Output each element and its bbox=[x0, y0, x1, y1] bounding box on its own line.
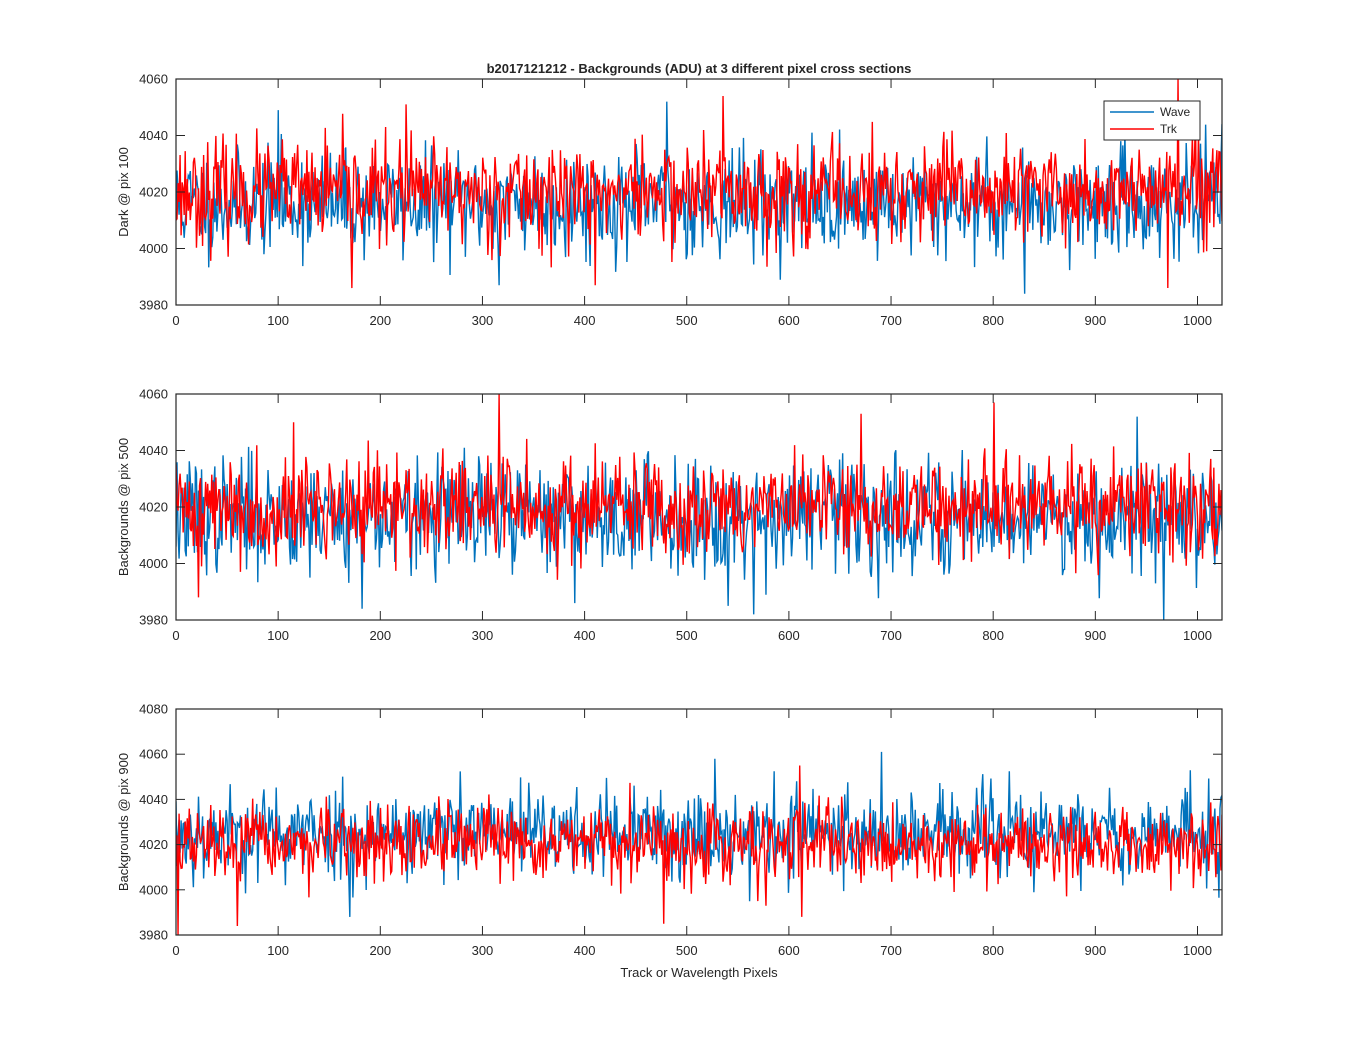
x-tick-label: 200 bbox=[369, 628, 391, 643]
x-tick-label: 1000 bbox=[1183, 943, 1212, 958]
series-line-trk bbox=[176, 79, 1222, 289]
axes-box bbox=[175, 708, 1223, 936]
x-tick-label: 400 bbox=[574, 313, 596, 328]
panels: 0 100 200 300 400 500 600 700 800 900 100039804000… bbox=[116, 72, 1223, 958]
x-tick-label: 1000 bbox=[1183, 628, 1212, 643]
x-tick-label: 800 bbox=[982, 313, 1004, 328]
y-tick-label: 4000 bbox=[139, 556, 168, 571]
y-tick-label: 4000 bbox=[139, 882, 168, 897]
x-tick-label: 900 bbox=[1084, 943, 1106, 958]
y-tick-label: 4040 bbox=[139, 792, 168, 807]
y-tick-label: 4020 bbox=[139, 500, 168, 515]
y-tick-label: 4020 bbox=[139, 185, 168, 200]
x-tick-label: 600 bbox=[778, 313, 800, 328]
series-line-wave bbox=[176, 751, 1222, 917]
legend-box bbox=[1103, 100, 1201, 141]
x-tick-label: 600 bbox=[778, 943, 800, 958]
x-tick-label: 300 bbox=[472, 313, 494, 328]
x-tick-label: 700 bbox=[880, 313, 902, 328]
y-tick-label: 3980 bbox=[139, 928, 168, 943]
x-tick-label: 400 bbox=[574, 628, 596, 643]
x-tick-label: 0 bbox=[172, 313, 179, 328]
panel-3: 0 100 200 300 400 500 600 700 800 900 1000 3980 4000… bbox=[116, 702, 1223, 958]
x-tick-label: 100 bbox=[267, 628, 289, 643]
series-line-trk bbox=[176, 765, 1222, 935]
x-tick-label: 100 bbox=[267, 313, 289, 328]
x-tick-label: 900 bbox=[1084, 628, 1106, 643]
x-tick-label: 700 bbox=[880, 628, 902, 643]
y-axis-label: Backgrounds @ pix 500 bbox=[116, 438, 131, 576]
figure-title: b2017121212 - Backgrounds (ADU) at 3 dif… bbox=[487, 61, 912, 76]
x-tick-label: 0 bbox=[172, 943, 179, 958]
x-tick-label: 800 bbox=[982, 628, 1004, 643]
y-axis-label: Backgrounds @ pix 900 bbox=[116, 753, 131, 891]
x-tick-label: 1000 bbox=[1183, 313, 1212, 328]
y-axis-label: Dark @ pix 100 bbox=[116, 147, 131, 237]
legend-label-wave: Wave bbox=[1160, 105, 1191, 119]
legend: Wave Trk bbox=[1103, 100, 1201, 141]
y-tick-label: 4080 bbox=[139, 702, 168, 717]
y-tick-label: 4060 bbox=[139, 387, 168, 402]
x-tick-label: 200 bbox=[369, 313, 391, 328]
y-tick-label: 4040 bbox=[139, 443, 168, 458]
x-tick-label: 0 bbox=[172, 628, 179, 643]
panel-1: 0 100 200 300 400 500 600 700 800 900 1000 3980 4000… bbox=[116, 72, 1223, 328]
x-tick-label: 300 bbox=[472, 943, 494, 958]
x-tick-label: 200 bbox=[369, 943, 391, 958]
x-tick-label: 400 bbox=[574, 943, 596, 958]
y-tick-label: 4020 bbox=[139, 837, 168, 852]
x-axis-label: Track or Wavelength Pixels bbox=[620, 965, 778, 980]
y-tick-label: 4040 bbox=[139, 128, 168, 143]
y-tick-label: 4060 bbox=[139, 72, 168, 87]
x-tick-label: 500 bbox=[676, 628, 698, 643]
legend-label-trk: Trk bbox=[1160, 122, 1178, 136]
y-tick-label: 4000 bbox=[139, 241, 168, 256]
x-tick-label: 600 bbox=[778, 628, 800, 643]
x-tick-label: 900 bbox=[1084, 313, 1106, 328]
y-tick-label: 3980 bbox=[139, 298, 168, 313]
series-line-trk bbox=[176, 394, 1222, 598]
panel-2: 0 100 200 300 400 500 600 700 800 900 1000 3980 4000… bbox=[116, 387, 1223, 643]
x-tick-label: 300 bbox=[472, 628, 494, 643]
y-tick-label: 4060 bbox=[139, 747, 168, 762]
x-tick-label: 800 bbox=[982, 943, 1004, 958]
series-line-wave bbox=[176, 416, 1222, 620]
x-tick-label: 500 bbox=[676, 943, 698, 958]
y-tick-label: 3980 bbox=[139, 613, 168, 628]
x-tick-label: 700 bbox=[880, 943, 902, 958]
x-tick-label: 500 bbox=[676, 313, 698, 328]
x-tick-label: 100 bbox=[267, 943, 289, 958]
